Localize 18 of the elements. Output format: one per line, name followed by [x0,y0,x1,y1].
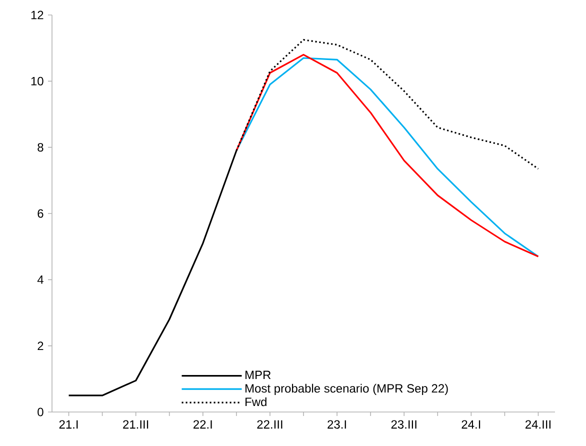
y-tick-label: 4 [37,276,44,284]
y-tick-label: 0 [38,408,44,416]
x-tick-label: 22.III [257,420,282,429]
x-tick-label: 22.I [194,420,212,429]
x-tick-label: 24.III [526,420,550,429]
legend-label: Most probable scenario (MPR Sep 22) [246,384,448,396]
legend-label: MPR [246,370,271,380]
legend-label: Fwd [246,397,266,406]
y-tick-label: 10 [31,76,44,86]
x-tick-label: 21.I [59,420,78,429]
x-tick-label: 24.I [462,420,480,429]
y-tick-label: 2 [38,342,44,350]
x-tick-label: 23.I [328,420,346,429]
y-tick-label: 8 [38,143,44,152]
x-tick-label: 23.III [391,420,416,429]
y-tick-label: 12 [31,10,44,20]
y-tick-label: 6 [38,209,44,218]
x-tick-label: 21.III [123,420,148,429]
